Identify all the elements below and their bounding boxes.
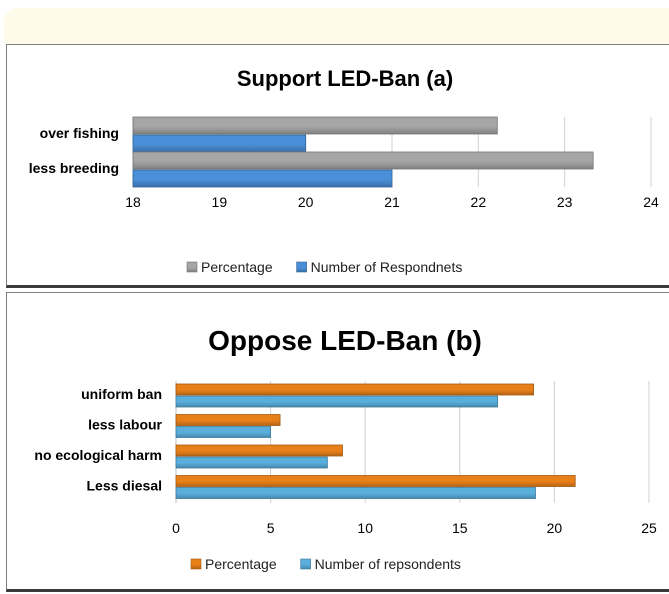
bar-percentage: [175, 475, 576, 487]
category-label: less breeding: [29, 160, 119, 176]
category-label: over fishing: [40, 125, 119, 141]
x-tick-label: 20: [298, 194, 314, 210]
legend-label: Number of repsondents: [315, 556, 461, 572]
category-label: Less diesal: [87, 478, 163, 494]
oppose-chart: Oppose LED-Ban (b) 0 5 10 15 20 25 uniform ban l…: [34, 325, 657, 572]
x-tick-label: 24: [643, 194, 659, 210]
category-label: less labour: [88, 417, 162, 433]
bar-percentage: [175, 444, 343, 457]
bar-number-of-repsondents: [175, 426, 271, 438]
bar-percentage: [175, 383, 534, 396]
x-tick-label: 20: [547, 520, 563, 536]
chart-panel-oppose: Oppose LED-Ban (b) 0 5 10 15 20 25 uniform ban l…: [6, 292, 669, 592]
bar-number-of-repsondents: [175, 395, 499, 408]
legend-swatch: [190, 558, 202, 570]
bar-number-of-repsondents: [175, 487, 536, 499]
category-label: uniform ban: [81, 386, 162, 402]
bar-number-of-repsondents: [175, 456, 328, 469]
x-tick-label: 23: [557, 194, 573, 210]
x-tick-label: 15: [452, 520, 468, 536]
x-tick-label: 21: [384, 194, 400, 210]
chart-title: Oppose LED-Ban (b): [208, 325, 482, 356]
x-tick-label: 5: [267, 520, 275, 536]
legend-swatch: [186, 261, 198, 273]
legend-label: Number of Respondnets: [311, 259, 463, 275]
header-band: [4, 8, 669, 44]
chart-title: Support LED-Ban (a): [237, 66, 453, 91]
bar-percentage: [132, 116, 498, 135]
legend-label: Percentage: [205, 556, 277, 572]
x-tick-label: 19: [212, 194, 228, 210]
category-label: no ecological harm: [34, 447, 162, 463]
legend-label: Percentage: [201, 259, 273, 275]
x-tick-label: 18: [125, 194, 141, 210]
bar-number-of-respondnets: [132, 169, 393, 188]
bar-percentage: [132, 151, 594, 170]
chart-panel-support: Support LED-Ban (a) 18 19 20 21 22 23 24 over fi…: [6, 44, 669, 288]
support-chart: Support LED-Ban (a) 18 19 20 21 22 23 24 over fi…: [29, 66, 659, 275]
x-tick-label: 22: [471, 194, 487, 210]
bar-number-of-respondnets: [132, 134, 307, 153]
bar-percentage: [175, 414, 281, 426]
x-tick-label: 10: [357, 520, 373, 536]
legend-swatch: [296, 261, 307, 273]
legend-swatch: [300, 558, 311, 570]
x-tick-label: 25: [641, 520, 657, 536]
x-tick-label: 0: [172, 520, 180, 536]
